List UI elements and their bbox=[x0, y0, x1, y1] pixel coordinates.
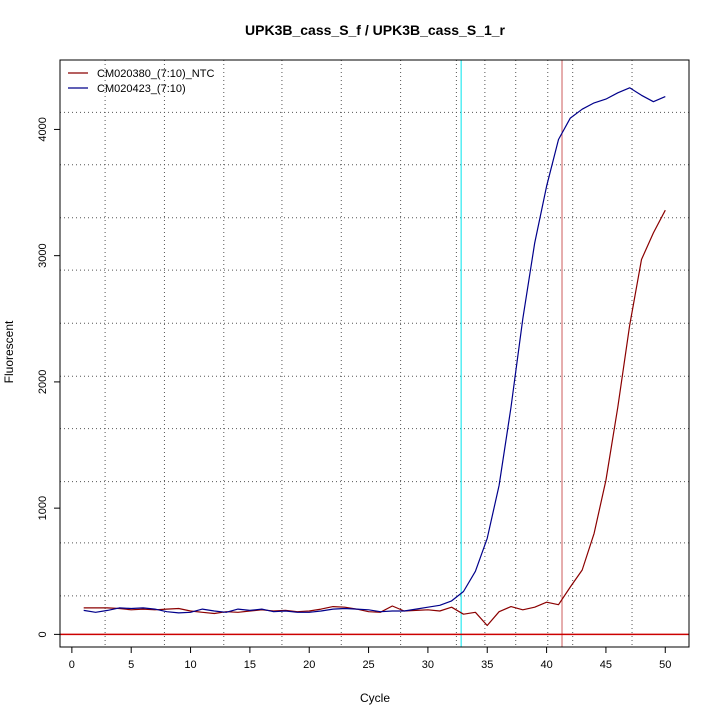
x-tick-label: 15 bbox=[244, 659, 256, 671]
y-tick-label: 0 bbox=[37, 631, 49, 637]
x-axis-label: Cycle bbox=[360, 691, 390, 705]
y-axis: 0 1000 2000 3000 4000 bbox=[37, 117, 61, 637]
x-tick-label: 35 bbox=[481, 659, 493, 671]
x-tick-label: 0 bbox=[69, 659, 75, 671]
legend-entry-label: CM020380_(7:10)_NTC bbox=[97, 68, 214, 80]
x-tick-label: 25 bbox=[362, 659, 374, 671]
x-tick-label: 20 bbox=[303, 659, 315, 671]
y-tick-label: 4000 bbox=[37, 117, 49, 141]
y-tick-label: 2000 bbox=[37, 370, 49, 394]
y-tick-label: 1000 bbox=[37, 496, 49, 520]
cycle-markers bbox=[60, 60, 689, 647]
chart-title: UPK3B_cass_S_f / UPK3B_cass_S_1_r bbox=[245, 22, 505, 38]
x-tick-label: 5 bbox=[128, 659, 134, 671]
series-line bbox=[83, 87, 666, 614]
series-line bbox=[83, 209, 666, 627]
series-lines bbox=[83, 87, 666, 627]
grid-lines bbox=[60, 59, 689, 648]
x-tick-label: 30 bbox=[422, 659, 434, 671]
x-tick-label: 45 bbox=[600, 659, 612, 671]
y-tick-label: 3000 bbox=[37, 243, 49, 267]
x-tick-label: 10 bbox=[184, 659, 196, 671]
x-tick-label: 50 bbox=[659, 659, 671, 671]
x-axis: 0 5 10 15 20 25 30 35 40 45 50 bbox=[69, 646, 671, 671]
legend: CM020380_(7:10)_NTC CM020423_(7:10) bbox=[68, 68, 214, 95]
x-tick-label: 40 bbox=[540, 659, 552, 671]
y-axis-label: Fluorescent bbox=[2, 320, 16, 383]
legend-entry-label: CM020423_(7:10) bbox=[97, 83, 186, 95]
plot-frame bbox=[59, 59, 690, 648]
